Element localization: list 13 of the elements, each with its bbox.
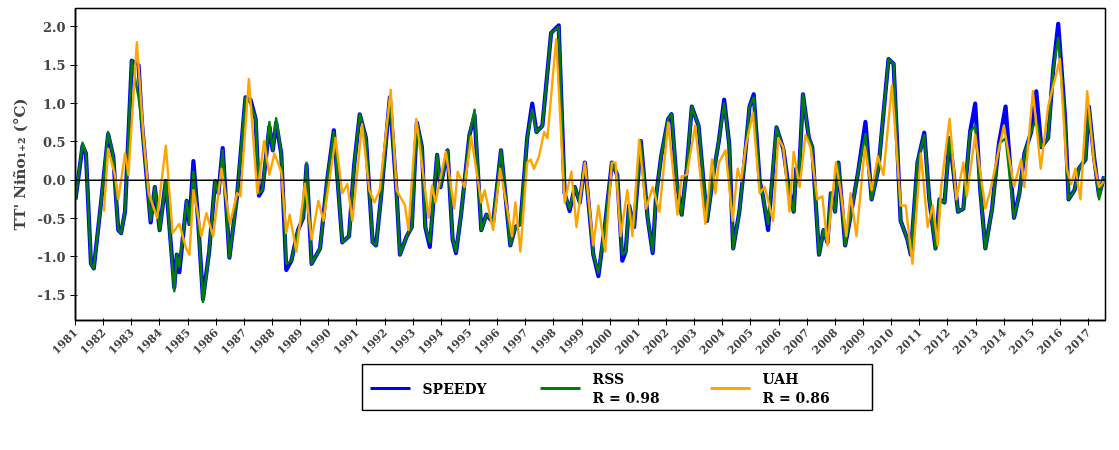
line-series xyxy=(102,37,1106,265)
y-tick-label: 0.5 xyxy=(42,134,66,150)
y-tick-label: 1.5 xyxy=(42,58,66,74)
legend-label: RSS R = 0.98 xyxy=(592,370,660,407)
legend-label: UAH R = 0.86 xyxy=(762,370,830,407)
y-tick-label: 1.0 xyxy=(42,96,66,112)
y-tick-label: -1.0 xyxy=(37,249,66,265)
y-tick-label: 0.0 xyxy=(42,173,66,189)
legend-label: SPEEDY xyxy=(422,380,488,397)
y-tick-label: -0.5 xyxy=(37,211,66,227)
y-axis-title: TT' Niño₁₊₂ (°C) xyxy=(11,98,30,231)
y-tick-label: -1.5 xyxy=(37,288,66,304)
y-tick-label: 2.0 xyxy=(42,19,66,35)
